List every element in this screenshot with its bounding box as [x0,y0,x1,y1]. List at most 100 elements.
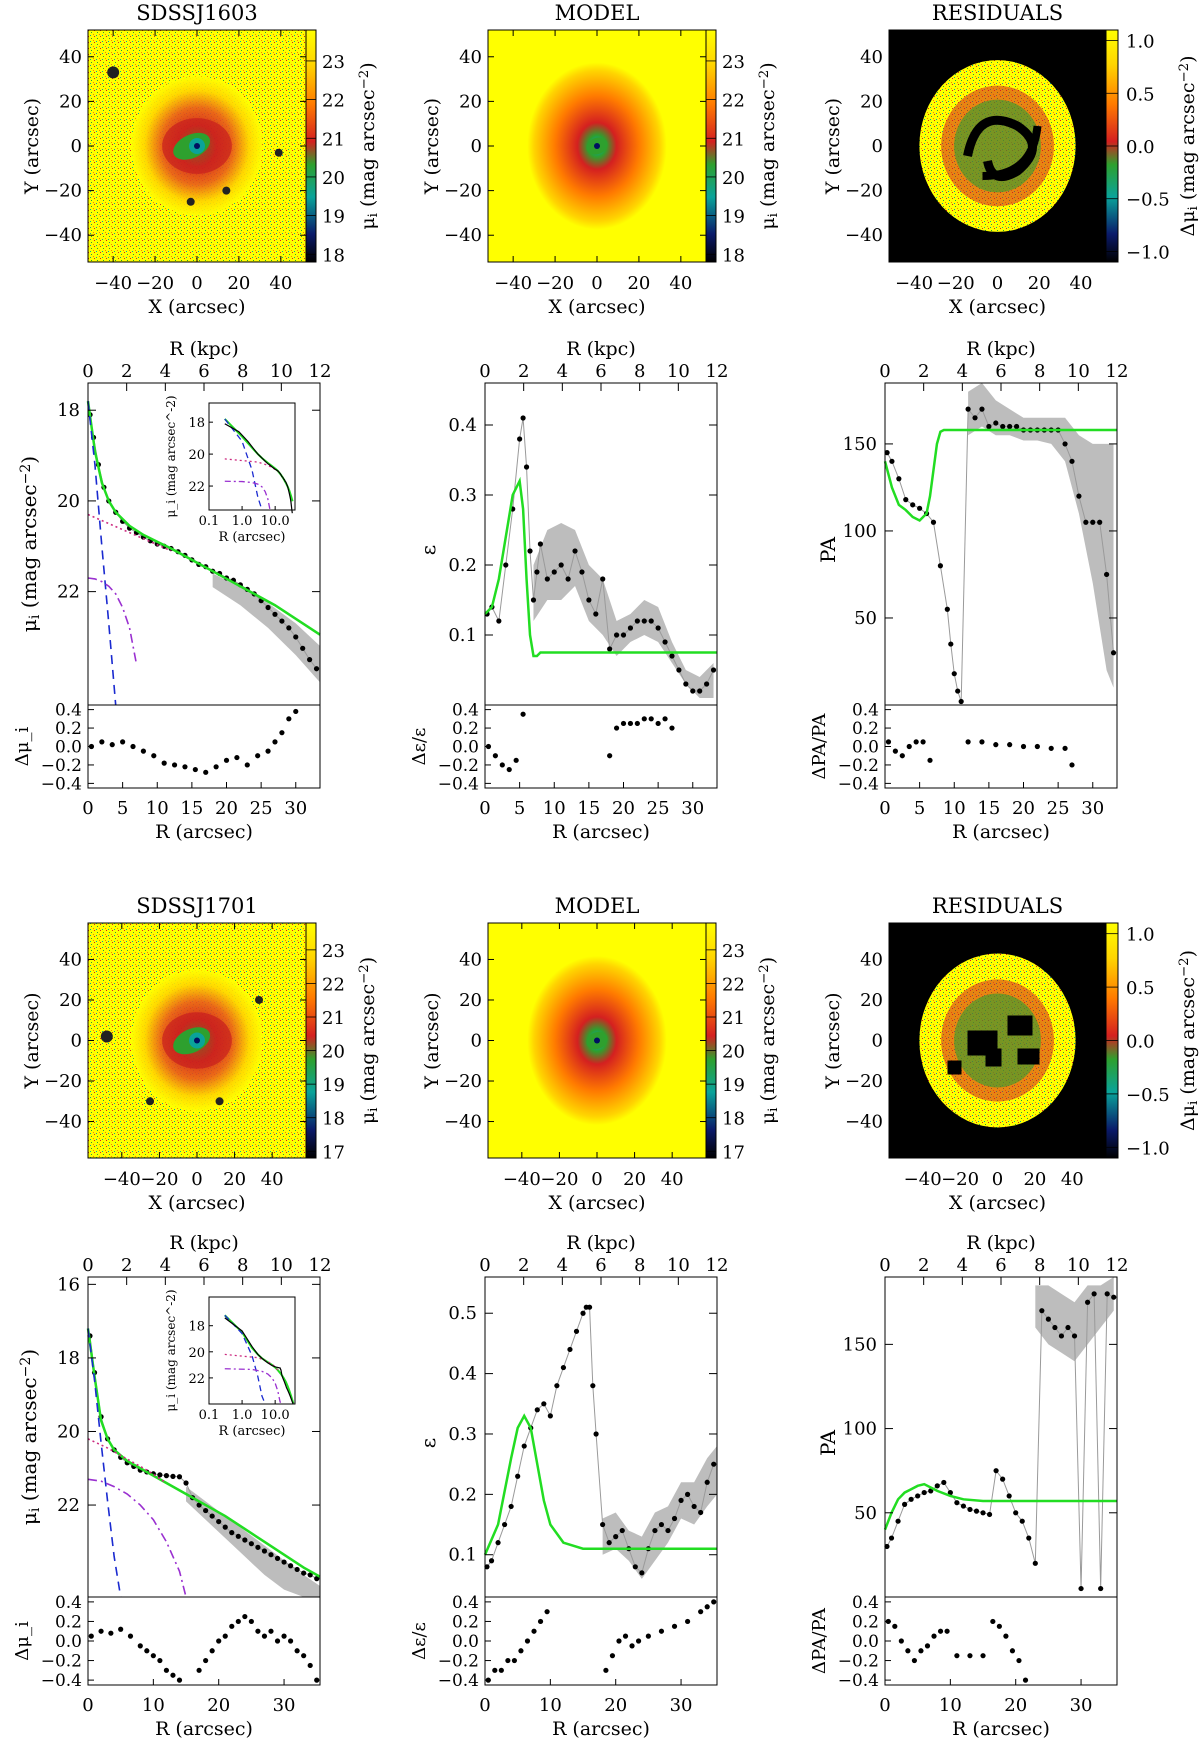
data-point [517,436,523,442]
kpc-tick-label: 10 [1067,1255,1090,1276]
data-point [1083,519,1089,525]
x-tick-label: 10 [146,798,169,819]
y-axis-label: Y (arcsec) [21,992,43,1089]
x-tick-label: −20 [941,1169,979,1190]
residual-point [648,716,654,722]
data-point [573,1328,580,1334]
colorbar-tick-label: −0.5 [1126,1085,1170,1106]
data-point [520,415,526,421]
x-tick-label: 0 [879,1695,890,1716]
residual-point [622,1633,629,1639]
y-tick-label: 0 [71,1031,82,1052]
data-point [711,1461,717,1467]
y-axis-label: Y (arcsec) [21,98,43,195]
data-point [902,1501,908,1507]
residual-point [234,754,240,761]
foreground-star [186,197,195,206]
mask-block [1017,1048,1040,1065]
residual-point [485,1677,491,1683]
colorbar-tick-label: 0.5 [1126,84,1155,105]
kpc-tick-label: 4 [160,1255,171,1276]
series-bulge [87,401,117,706]
colorbar-tick-label: 19 [322,1075,345,1096]
colorbar-tick-label: −0.5 [1126,190,1170,211]
kpc-tick-label: 6 [595,1255,606,1276]
residual-point [513,757,519,763]
kpc-tick-label: 0 [82,1255,93,1276]
kpc-tick-label: 0 [479,361,490,382]
colorbar-tick-label: 18 [722,245,745,266]
foreground-star [222,186,231,195]
residual-point [244,762,250,768]
residual-y-tick-label: 0.4 [55,701,82,721]
profile-panel-0: 18 20 22 μi (mag arcsec−2) 0 2 4 6 8 10 12 R (kpc) 0… [12,338,331,843]
residual-point [307,1662,313,1669]
data-point [1076,493,1082,499]
residual-point [1009,1648,1016,1654]
x-tick-label: 0 [82,1695,93,1716]
residual-point [1016,1657,1022,1664]
data-point [294,1566,300,1573]
data-point [1065,1324,1071,1331]
x-tick-label: 30 [1081,798,1104,819]
inset-x-tick-label: 1.0 [232,514,253,529]
y-tick-label: 16 [57,1274,80,1295]
mask-block [947,1060,962,1075]
y-tick-label: 20 [59,91,82,112]
y-tick-label: 20 [59,990,82,1011]
kpc-tick-label: 12 [309,1255,332,1276]
residual-y-tick-label: 0.4 [55,1593,82,1613]
residual-point [157,1657,163,1664]
residual-point [924,1643,931,1649]
kpc-tick-label: 6 [595,361,606,382]
kpc-tick-label: 10 [1067,361,1090,382]
mask-block [985,1048,1002,1067]
colorbar-tick-label: 18 [322,1109,345,1130]
residual-point [913,739,919,745]
colorbar-sdssj1603-0: 23 22 21 20 19 18 μi (mag arcsec−2) [305,29,381,266]
data-point [572,548,578,554]
data-point [993,1468,999,1474]
residual-point [118,1626,124,1632]
inset-panel-3: 18 20 22 0.1 1.0 10.0R (arcsec) μ_i (mag arcse… [164,1289,296,1439]
kpc-tick-label: 12 [1106,1255,1129,1276]
y-tick-label: −20 [845,181,883,202]
residual-point [979,739,985,745]
x-axis-label: X (arcsec) [148,296,245,318]
data-point [908,1496,914,1502]
residual-point [196,1667,202,1673]
data-point [600,576,606,582]
data-point [972,415,978,421]
data-point [930,519,937,525]
data-point [937,563,944,569]
profile-panel-3: 16 18 20 22 μi (mag arcsec−2) 0 2 4 6 8 10 12 R (kpc… [12,1232,331,1740]
series-disk [87,513,172,552]
x-tick-label: −20 [140,1169,178,1190]
data-point [170,1473,176,1479]
x-tick-label: 5 [514,798,525,819]
inset-bulge [224,418,263,511]
data-point [620,632,627,638]
residual-y-tick-label: 0.0 [55,738,82,758]
residual-point [492,753,498,759]
y-tick-label: 20 [57,1421,80,1442]
x-tick-label: 10 [939,1695,962,1716]
residual-y-tick-label: 0.4 [452,701,479,721]
y-tick-label: 0.1 [448,1545,477,1566]
data-point [613,1534,619,1540]
colorbar-tick-label: 1.0 [1126,925,1155,946]
residual-point [268,1628,274,1634]
residual-y-tick-label: 0.2 [452,1612,479,1632]
x-tick-label: 40 [1061,1169,1084,1190]
residual-point [229,1623,235,1629]
data-point [209,1513,215,1519]
data-point [1013,423,1020,430]
residual-point [272,739,278,745]
data-point [710,667,717,673]
data-point [222,1524,228,1530]
y-tick-label: 0 [71,136,82,157]
colorbar-tick-label: 23 [322,941,345,962]
y-axis-label: PA [816,1429,840,1456]
series-model [883,1482,1117,1531]
residual-y-tick-label: −0.4 [41,1671,82,1691]
